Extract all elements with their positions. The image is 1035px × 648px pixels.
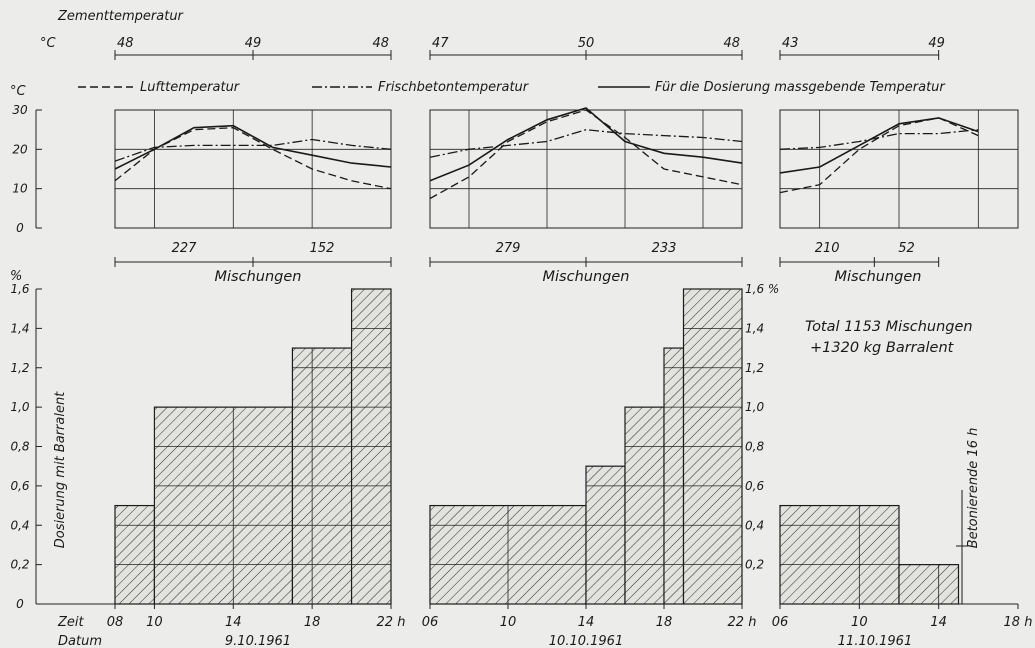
- dosing-right-tick-label: 1,0: [745, 400, 764, 414]
- cement-temp-value: 48: [117, 36, 134, 51]
- series-line-fresh: [429, 129, 743, 158]
- series-line-air: [114, 127, 392, 190]
- concreting-end-label: Betonierende 16 h: [966, 428, 981, 549]
- dosing-day-10.10.1961: 06 10 14 18 22 h 10.10.1961: [422, 288, 757, 648]
- dosing-y-tick-label: 0,6: [10, 479, 29, 493]
- x-tick-label: 06: [772, 615, 789, 630]
- dosing-bar: [153, 406, 294, 605]
- series-line-air: [429, 109, 743, 200]
- mixes-count: 227: [172, 241, 198, 256]
- dosing-y-tick-label: 0,4: [10, 518, 29, 532]
- date-value: 10.10.1961: [549, 634, 623, 648]
- x-tick-label: 06: [422, 615, 439, 630]
- cement-temp-value: 47: [432, 36, 449, 51]
- dosing-bar: [779, 504, 900, 605]
- dosing-right-tick-label: 0,4: [745, 518, 764, 532]
- temp-y-tick-label: 30: [12, 103, 28, 117]
- mixes-label: Mischungen: [543, 269, 630, 285]
- cement-temp-value: 48: [723, 36, 740, 51]
- temp-panel-9.10.1961: 48 49 48 227 152 Mischungen: [114, 36, 392, 285]
- x-tick-label: 18: [304, 615, 321, 630]
- legend-dosing-label: Für die Dosierung massgebende Temperatur: [655, 80, 946, 95]
- mixes-count: 279: [496, 241, 521, 256]
- dosing-bar: [291, 347, 353, 605]
- date-label: Datum: [58, 634, 102, 648]
- x-tick-label: 10: [146, 615, 163, 630]
- dosing-right-tick-label: 1,4: [745, 321, 764, 335]
- mixes-label: Mischungen: [835, 269, 922, 285]
- dosing-day-11.10.1961: 06 10 14 18 h 11.10.1961: [772, 504, 1033, 648]
- mixes-count: 152: [310, 241, 335, 256]
- total-mixes: Total 1153 Mischungen: [805, 319, 973, 335]
- dosing-y-tick-label: 1,4: [10, 321, 29, 335]
- y-axis-title: Dosierung mit Barralent: [53, 391, 68, 548]
- dosing-right-tick-label: 0,8: [745, 440, 764, 454]
- legend-air-label: Lufttemperatur: [140, 80, 241, 95]
- temp-y-tick-label: 20: [12, 142, 28, 156]
- time-label: Zeit: [57, 615, 85, 630]
- dosing-right-tick-label: 1,2: [745, 361, 764, 375]
- mixes-count: 233: [652, 241, 677, 256]
- series-line-air: [779, 117, 979, 194]
- dosing-right-tick-label: 0,2: [745, 558, 764, 572]
- x-tick-label: 14: [578, 615, 595, 630]
- x-tick-label: 10: [851, 615, 868, 630]
- dosing-right-tick-label: 0,6: [745, 479, 764, 493]
- cement-temp-value: 50: [578, 36, 595, 51]
- dosing-right-tick-label: 1,6 %: [745, 282, 779, 296]
- dosing-y-tick-label: 0,2: [10, 558, 29, 572]
- temp-panel-11.10.1961: 43 49 210 52 Mischungen: [779, 36, 1019, 285]
- dosing-bar: [114, 504, 156, 605]
- temp-y-tick-label: 0: [16, 221, 24, 235]
- cement-temp-value: 43: [782, 36, 799, 51]
- x-tick-label: 18: [656, 615, 673, 630]
- dosing-bar: [585, 465, 626, 605]
- y-axis-percent: %: [10, 269, 22, 284]
- dosing-bar: [898, 564, 960, 605]
- temp-y-tick-label: 10: [12, 182, 28, 196]
- dosing-y-tick-label: 1,6: [10, 282, 29, 296]
- cement-temp-value: 49: [928, 36, 945, 51]
- temp-panel-10.10.1961: 47 50 48 279 233 Mischungen: [429, 36, 743, 285]
- cement-temp-unit: °C: [40, 36, 57, 51]
- series-line-fresh: [114, 138, 392, 162]
- dosing-y-tick-label: 0,8: [10, 440, 29, 454]
- mixes-count: 52: [898, 241, 915, 256]
- legend: Lufttemperatur Frischbetontemperatur Für…: [78, 80, 946, 95]
- mixes-label: Mischungen: [215, 269, 302, 285]
- series-line-fresh: [779, 129, 979, 150]
- dosing-bar: [663, 347, 685, 605]
- date-value: 9.10.1961: [225, 634, 291, 648]
- dosing-y-tick-label: 0: [16, 597, 24, 611]
- x-tick-label: 14: [225, 615, 242, 630]
- total-barralent: +1320 kg Barralent: [810, 340, 955, 356]
- temp-panel-frame: [114, 109, 392, 229]
- series-line-dosing: [779, 117, 979, 174]
- dosing-bar: [624, 406, 665, 605]
- x-tick-label: 14: [930, 615, 947, 630]
- x-tick-label: 22 h: [728, 615, 757, 630]
- temp-axis-unit: °C: [10, 84, 27, 99]
- series-line-dosing: [429, 107, 743, 182]
- chart-content: 30 20 10 0 48 49 48 227 152 Mischungen 47 50 48 279 23…: [10, 36, 1032, 648]
- series-line-dosing: [114, 124, 392, 170]
- x-tick-label: 08: [107, 615, 124, 630]
- mixes-count: 210: [815, 241, 840, 256]
- cement-temp-value: 49: [245, 36, 262, 51]
- dosing-y-tick-label: 1,0: [10, 400, 29, 414]
- x-tick-label: 22 h: [377, 615, 406, 630]
- dosing-day-9.10.1961: 08 10 14 18 22 h 9.10.1961: [36, 288, 406, 648]
- x-tick-label: 10: [500, 615, 517, 630]
- x-tick-label: 18 h: [1004, 615, 1033, 630]
- date-value: 11.10.1961: [838, 634, 912, 648]
- cement-temp-title: Zementtemperatur: [57, 9, 185, 24]
- cement-temp-value: 48: [372, 36, 389, 51]
- legend-fresh-label: Frischbetontemperatur: [378, 80, 530, 95]
- dosing-y-tick-label: 1,2: [10, 361, 29, 375]
